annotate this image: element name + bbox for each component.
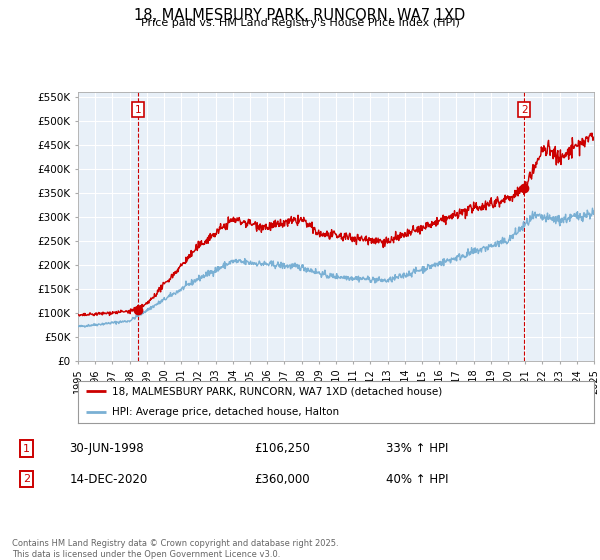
Text: Contains HM Land Registry data © Crown copyright and database right 2025.
This d: Contains HM Land Registry data © Crown c… xyxy=(12,539,338,559)
Text: 1: 1 xyxy=(135,105,142,115)
Text: 33% ↑ HPI: 33% ↑ HPI xyxy=(386,442,449,455)
Text: 40% ↑ HPI: 40% ↑ HPI xyxy=(386,473,449,486)
Text: 30-JUN-1998: 30-JUN-1998 xyxy=(70,442,144,455)
Text: £360,000: £360,000 xyxy=(254,473,310,486)
Text: £106,250: £106,250 xyxy=(254,442,310,455)
Text: 18, MALMESBURY PARK, RUNCORN, WA7 1XD (detached house): 18, MALMESBURY PARK, RUNCORN, WA7 1XD (d… xyxy=(112,386,442,396)
Text: 2: 2 xyxy=(23,474,30,484)
Text: Price paid vs. HM Land Registry's House Price Index (HPI): Price paid vs. HM Land Registry's House … xyxy=(140,18,460,29)
Text: 1: 1 xyxy=(23,444,30,454)
Text: HPI: Average price, detached house, Halton: HPI: Average price, detached house, Halt… xyxy=(112,407,338,417)
Text: 14-DEC-2020: 14-DEC-2020 xyxy=(70,473,148,486)
Text: 2: 2 xyxy=(521,105,527,115)
Text: 18, MALMESBURY PARK, RUNCORN, WA7 1XD: 18, MALMESBURY PARK, RUNCORN, WA7 1XD xyxy=(134,8,466,24)
